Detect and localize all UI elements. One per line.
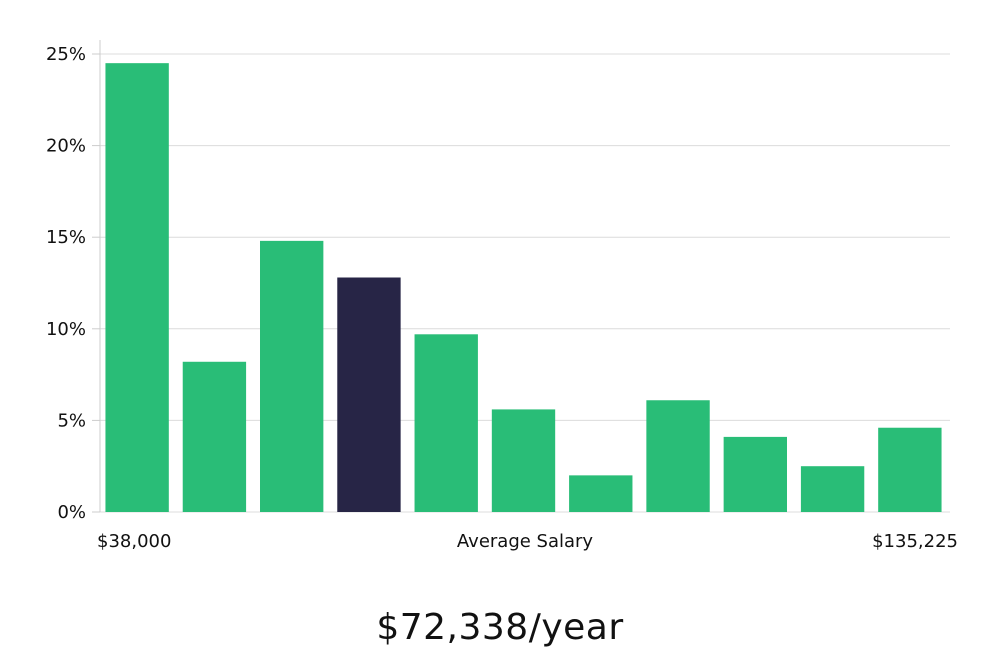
bar [414,334,478,512]
y-tick-label: 20% [46,136,86,157]
bar [800,466,865,512]
bar [569,475,633,512]
bar-highlighted [337,277,401,512]
y-tick-label: 25% [46,44,86,65]
bar [723,436,787,512]
salary-histogram: 0%5%10%15%20%25% $38,000 Average Salary … [46,40,958,552]
bar [878,427,942,512]
y-axis-ticks: 0% 5% 10% 15% 20% 25% [46,44,100,523]
bars [105,63,942,512]
average-salary-caption: $72,338/year [376,607,624,648]
bar [260,240,324,512]
y-tick-label: 15% [46,227,86,248]
bar [491,409,556,512]
y-tick-label: 0% [57,502,86,523]
x-axis-max-label: $135,225 [872,531,958,552]
x-axis-title: Average Salary [457,531,594,552]
bar [182,361,247,512]
x-axis-min-label: $38,000 [97,531,171,552]
bar [646,400,710,512]
y-tick-label: 5% [57,410,86,431]
bar [105,63,169,512]
y-tick-label: 10% [46,319,86,340]
